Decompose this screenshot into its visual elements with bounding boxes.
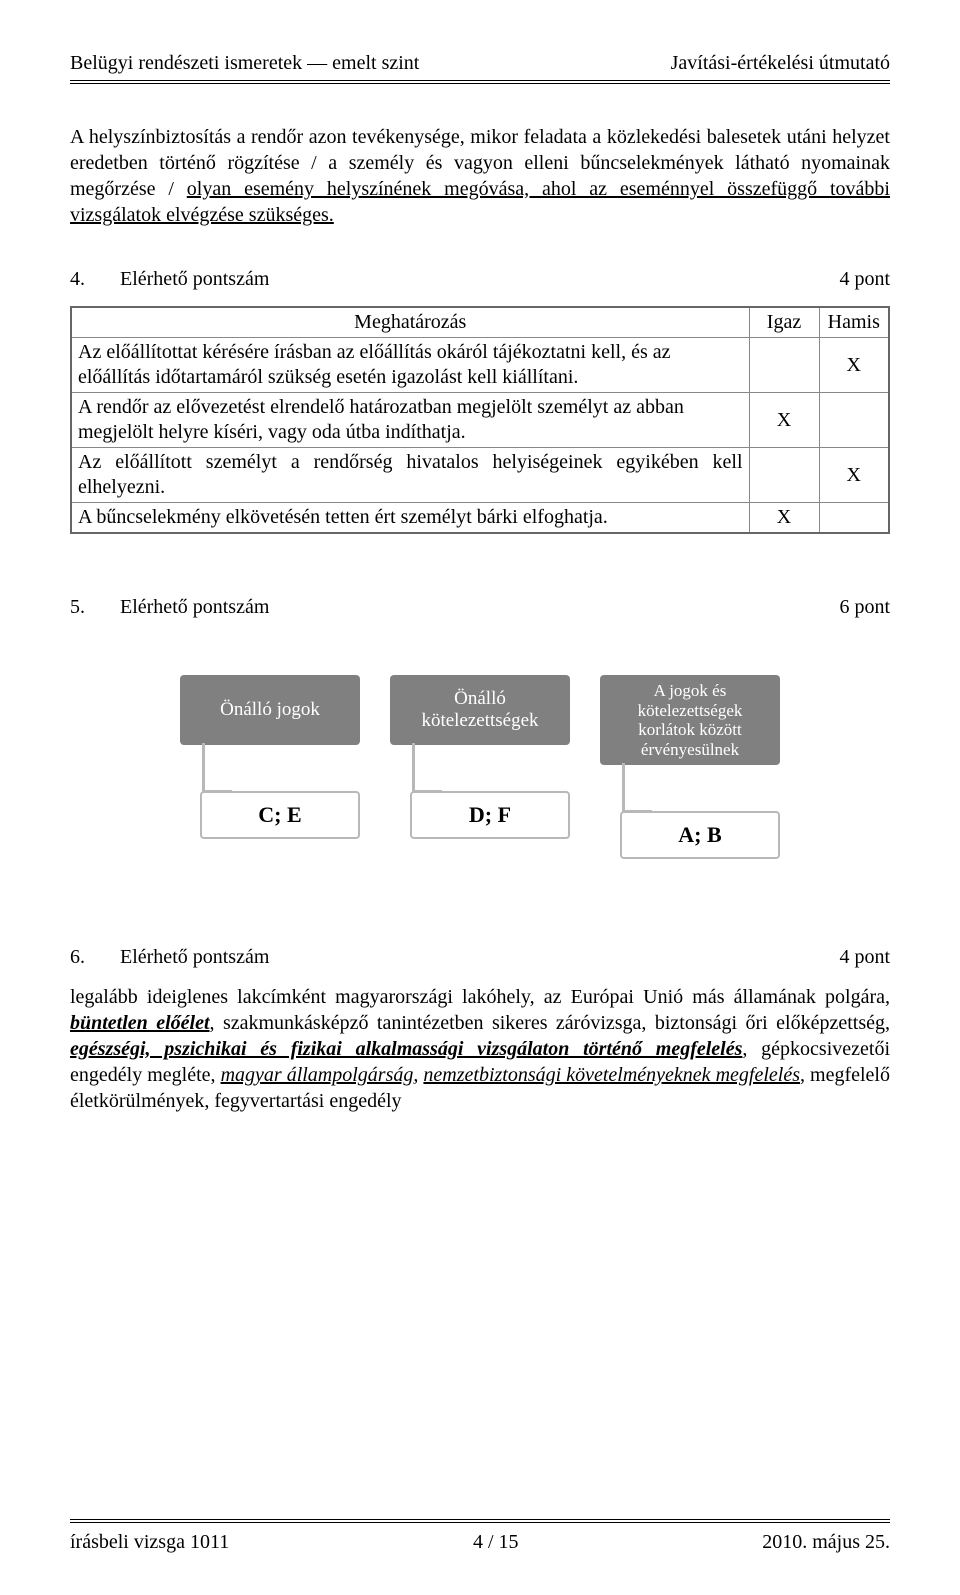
diagram-col-2: Önálló kötelezettségek D; F — [390, 675, 570, 859]
table-header-row: Meghatározás Igaz Hamis — [71, 307, 889, 338]
col-meghatarozas: Meghatározás — [71, 307, 749, 338]
header-left: Belügyi rendészeti ismeretek — emelt szi… — [70, 50, 419, 76]
connector-line — [622, 763, 652, 813]
col-hamis: Hamis — [819, 307, 889, 338]
white-box: A; B — [620, 811, 780, 859]
cell-statement: A bűncselekmény elkövetésén tetten ért s… — [71, 503, 749, 534]
q6-label: Elérhető pontszám — [120, 944, 839, 970]
cell-statement: A rendőr az elővezetést elrendelő határo… — [71, 393, 749, 448]
table-row: Az előállítottat kérésére írásban az elő… — [71, 338, 889, 393]
header-right: Javítási-értékelési útmutató — [671, 50, 890, 76]
cell-hamis: X — [819, 338, 889, 393]
connector-line — [412, 743, 442, 793]
cell-statement: Az előállított személyt a rendőrség hiva… — [71, 448, 749, 503]
gray-box: Önálló jogok — [180, 675, 360, 745]
footer-rule-1 — [70, 1519, 890, 1520]
page-header: Belügyi rendészeti ismeretek — emelt szi… — [70, 50, 890, 76]
q6-segment: nemzetbiztonsági követelményeknek megfel… — [423, 1064, 800, 1086]
page-content: A helyszínbiztosítás a rendőr azon tevék… — [70, 124, 890, 1114]
q4-label: Elérhető pontszám — [120, 266, 839, 292]
diagram: Önálló jogok C; E Önálló kötelezettségek… — [70, 675, 890, 859]
q6-segment: egészségi, pszichikai és fizikai alkalma… — [70, 1038, 742, 1060]
footer-rule-2 — [70, 1522, 890, 1523]
gray-box: A jogok és kötelezettségek korlátok közö… — [600, 675, 780, 765]
footer-right: 2010. május 25. — [762, 1529, 890, 1555]
diagram-col-1: Önálló jogok C; E — [180, 675, 360, 859]
cell-hamis — [819, 503, 889, 534]
table-row: A rendőr az elővezetést elrendelő határo… — [71, 393, 889, 448]
q5-number: 5. — [70, 594, 120, 620]
question-5-header: 5. Elérhető pontszám 6 pont — [70, 594, 890, 620]
q6-segment: magyar állampolgárság — [221, 1064, 414, 1086]
cell-statement: Az előállítottat kérésére írásban az elő… — [71, 338, 749, 393]
intro-underlined: olyan esemény helyszínének megóvása, aho… — [70, 178, 890, 226]
header-rule-1 — [70, 80, 890, 81]
q4-points: 4 pont — [839, 266, 890, 292]
white-box: D; F — [410, 791, 570, 839]
cell-hamis — [819, 393, 889, 448]
q6-segment: legalább ideiglenes lakcímként magyarors… — [70, 986, 890, 1008]
q6-number: 6. — [70, 944, 120, 970]
cell-hamis: X — [819, 448, 889, 503]
q6-segment: , szakmunkásképző tanintézetben sikeres … — [210, 1012, 890, 1034]
white-box: C; E — [200, 791, 360, 839]
cell-igaz — [749, 448, 819, 503]
cell-igaz: X — [749, 503, 819, 534]
q6-segment: büntetlen előélet — [70, 1012, 210, 1034]
footer-row: írásbeli vizsga 1011 4 / 15 2010. május … — [70, 1529, 890, 1555]
q5-points: 6 pont — [839, 594, 890, 620]
connector-line — [202, 743, 232, 793]
footer-left: írásbeli vizsga 1011 — [70, 1529, 229, 1555]
table-row: A bűncselekmény elkövetésén tetten ért s… — [71, 503, 889, 534]
q5-label: Elérhető pontszám — [120, 594, 839, 620]
truth-table: Meghatározás Igaz Hamis Az előállítottat… — [70, 306, 890, 534]
footer-mid: 4 / 15 — [473, 1529, 519, 1555]
header-rule-2 — [70, 83, 890, 84]
q6-segment: , — [413, 1064, 423, 1086]
intro-paragraph: A helyszínbiztosítás a rendőr azon tevék… — [70, 124, 890, 228]
table-row: Az előállított személyt a rendőrség hiva… — [71, 448, 889, 503]
q4-number: 4. — [70, 266, 120, 292]
q6-points: 4 pont — [839, 944, 890, 970]
gray-box: Önálló kötelezettségek — [390, 675, 570, 745]
col-igaz: Igaz — [749, 307, 819, 338]
cell-igaz: X — [749, 393, 819, 448]
question-6-header: 6. Elérhető pontszám 4 pont — [70, 944, 890, 970]
q6-paragraph: legalább ideiglenes lakcímként magyarors… — [70, 984, 890, 1114]
question-4-header: 4. Elérhető pontszám 4 pont — [70, 266, 890, 292]
page-footer: írásbeli vizsga 1011 4 / 15 2010. május … — [70, 1519, 890, 1555]
cell-igaz — [749, 338, 819, 393]
diagram-col-3: A jogok és kötelezettségek korlátok közö… — [600, 675, 780, 859]
